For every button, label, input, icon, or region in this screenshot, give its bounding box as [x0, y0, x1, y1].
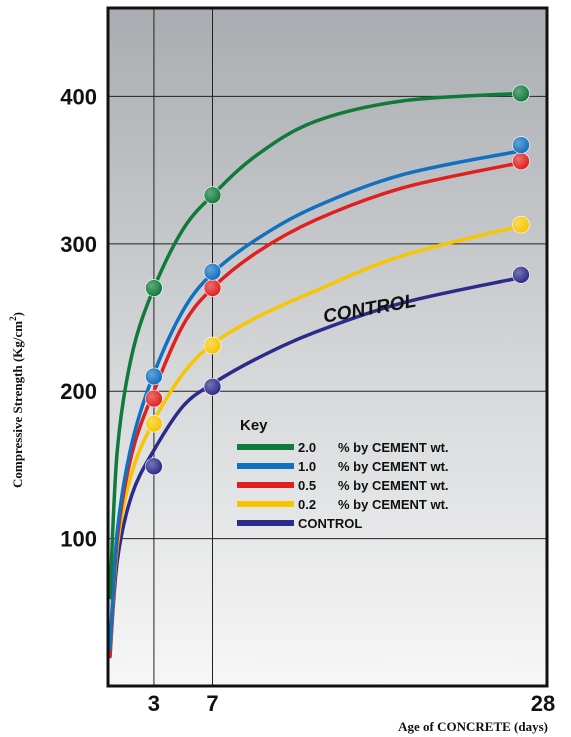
series-line-control	[108, 275, 522, 659]
data-point-highlight-0-5-day-28	[513, 153, 529, 170]
data-point-highlight-control-day-7	[204, 378, 221, 395]
data-point-highlight-0-5-day-7	[204, 280, 221, 297]
y-axis-title-text: Compressive Strength (Kg/cm	[10, 321, 25, 488]
x-tick-label-28: 28	[531, 691, 555, 716]
legend-title: Key	[240, 417, 268, 434]
data-point-highlight-1-0-day-3	[145, 368, 162, 385]
legend-label-0-5: % by CEMENT wt.	[338, 478, 449, 493]
data-point-highlight-2-0-day-3	[145, 280, 162, 297]
x-axis-title: Age of CONCRETE (days)	[398, 719, 548, 734]
plot-frame	[106, 6, 549, 688]
data-point-highlight-0-5-day-3	[145, 390, 162, 407]
data-point-highlight-control-day-28	[513, 266, 529, 283]
y-tick-label-300: 300	[60, 232, 97, 257]
x-tick-label-3: 3	[148, 691, 160, 716]
x-tick-label-7: 7	[206, 691, 218, 716]
legend-key-1-0: 1.0	[298, 459, 316, 474]
data-point-highlight-1-0-day-28	[513, 137, 529, 154]
y-tick-label-200: 200	[60, 379, 97, 404]
series-line-2-0	[108, 91, 522, 600]
y-tick-label-100: 100	[60, 527, 97, 552]
plot-area	[108, 8, 547, 686]
legend-label-0-2: % by CEMENT wt.	[338, 497, 449, 512]
data-point-highlight-0-2-day-28	[513, 216, 529, 233]
data-point-highlight-0-2-day-7	[204, 337, 221, 354]
y-tick-label-400: 400	[60, 84, 97, 109]
y-tick-labels: 100 200 300 400	[60, 84, 97, 551]
data-point-highlight-control-day-3	[145, 458, 162, 475]
y-axis-title: Compressive Strength (Kg/cm2)	[8, 312, 25, 488]
legend-key-2-0: 2.0	[298, 440, 316, 455]
y-axis-title-superscript: 2	[8, 316, 18, 321]
legend: Key 2.0 % by CEMENT wt. 1.0 % by CEMENT wt.…	[237, 417, 449, 531]
data-point-highlight-2-0-day-7	[204, 187, 221, 204]
legend-label-1-0: % by CEMENT wt.	[338, 459, 449, 474]
legend-items: 2.0 % by CEMENT wt. 1.0 % by CEMENT wt. 0.5%…	[237, 440, 449, 531]
y-axis-title-close: )	[10, 312, 25, 316]
series-points	[145, 84, 530, 476]
series-curves	[108, 91, 522, 659]
data-point-highlight-1-0-day-7	[204, 263, 221, 280]
legend-key-0-5: 0.5	[298, 478, 316, 493]
legend-label-2-0: % by CEMENT wt.	[338, 440, 449, 455]
x-tick-labels: 3 7 28	[148, 691, 555, 716]
legend-label-control: CONTROL	[298, 516, 362, 531]
data-point-highlight-2-0-day-28	[513, 85, 529, 102]
series-line-1-0	[108, 149, 522, 651]
legend-key-0-2: 0.2	[298, 497, 316, 512]
data-point-highlight-0-2-day-3	[145, 415, 162, 432]
